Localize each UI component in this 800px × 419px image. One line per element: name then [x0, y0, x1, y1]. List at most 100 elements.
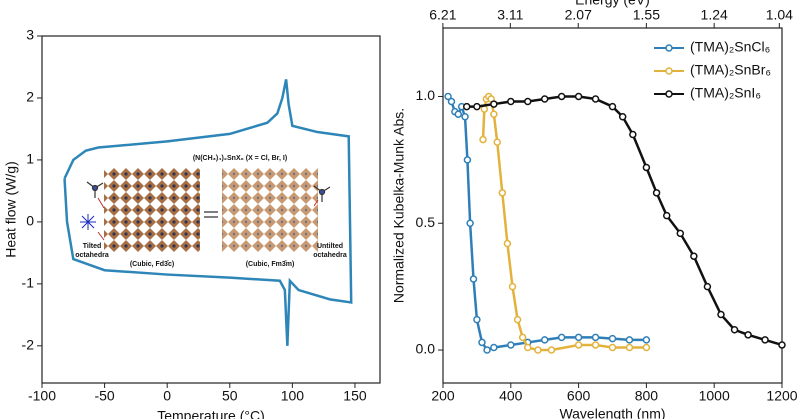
equilibrium-arrow [204, 211, 218, 218]
data-point [608, 102, 617, 111]
data-point [730, 326, 739, 334]
data-point [703, 282, 712, 291]
data-point [466, 219, 474, 227]
data-point [717, 310, 725, 319]
y-tick-label: 1 [26, 151, 34, 167]
data-point [547, 346, 556, 354]
data-point [608, 343, 617, 352]
legend-marker [665, 67, 673, 75]
x-tick-label: -100 [28, 388, 56, 404]
annotation: (Cubic, Fd3̄c) [130, 260, 174, 268]
x2-tick-label: 1.55 [633, 7, 660, 23]
x-tick-label: 50 [222, 388, 238, 404]
x-tick-label: 0 [163, 388, 171, 404]
data-point [498, 189, 507, 197]
data-point [625, 343, 634, 352]
data-point [534, 346, 542, 354]
data-point [507, 341, 515, 349]
data-point [513, 315, 522, 324]
x-tick-label: 800 [635, 388, 659, 404]
legend-label: (TMA)₂SnBr₆ [690, 62, 771, 78]
x-axis-title: Temperature (°C) [157, 408, 265, 419]
data-point [507, 97, 515, 106]
y-tick-label: -2 [22, 337, 35, 353]
x-tick-label: 200 [431, 388, 455, 404]
data-point [642, 343, 651, 352]
y-tick-label: 3 [26, 27, 34, 43]
data-point [463, 156, 472, 164]
data-point [490, 100, 498, 108]
untilted-lattice [222, 168, 318, 252]
tilted-lattice [104, 168, 200, 252]
data-point [676, 229, 685, 238]
data-point [625, 336, 634, 344]
data-point [557, 92, 566, 101]
x2-tick-label: 3.11 [497, 7, 523, 23]
x2-tick-label: 6.21 [429, 7, 456, 23]
data-point [618, 113, 627, 121]
x-tick-label: 150 [343, 388, 367, 404]
x-tick-label: 400 [499, 388, 523, 404]
plot-frame [41, 35, 381, 384]
y-tick-label: 2 [26, 89, 34, 105]
x2-tick-label: 2.07 [565, 7, 592, 23]
pointer-lines [97, 197, 319, 241]
y-axis-title: Heat flow (W/g) [3, 161, 19, 257]
data-point [690, 252, 698, 260]
data-point [608, 334, 617, 343]
data-point [478, 338, 486, 347]
data-point [461, 113, 469, 121]
data-point [483, 346, 491, 354]
series-line [447, 95, 647, 352]
x-tick-label: 100 [281, 388, 305, 404]
data-point [629, 130, 637, 139]
legend-label: (TMA)₂SnI₆ [690, 85, 761, 101]
annotation: octahedra [75, 252, 109, 259]
data-point [540, 95, 549, 103]
data-point [778, 341, 786, 349]
molecule-right [313, 185, 331, 202]
series-line [63, 79, 353, 346]
data-point [524, 343, 532, 352]
y-tick-label: -1 [22, 275, 35, 291]
data-point [652, 189, 661, 197]
legend-label: (TMA)₂SnCl₆ [690, 39, 770, 55]
molecule-left [86, 181, 104, 198]
data-point [557, 333, 566, 342]
y-tick-label: 0 [26, 213, 34, 229]
x-tick-label: 1000 [699, 388, 730, 404]
data-point [469, 275, 478, 283]
legend-marker [665, 90, 673, 98]
x-axis-title: Wavelength (nm) [559, 406, 665, 419]
data-point [524, 97, 532, 106]
data-point [642, 163, 651, 172]
data-point [591, 333, 600, 342]
data-point [490, 343, 498, 352]
x-tick-label: -50 [94, 388, 114, 404]
x2-tick-label: 1.24 [701, 7, 728, 23]
data-point [642, 336, 651, 344]
series-line [481, 94, 647, 352]
data-point [591, 341, 600, 349]
data-point [503, 239, 512, 248]
y-tick-label: 0.5 [416, 214, 436, 230]
data-point [490, 110, 498, 118]
plot-frame [442, 27, 783, 384]
data-point [454, 110, 463, 118]
data-point [447, 97, 456, 106]
x2-tick-label: 1.04 [766, 7, 793, 23]
annotation: Untilted [317, 243, 343, 250]
x-tick-label: 600 [567, 388, 591, 404]
x-tick-label: 1200 [766, 388, 797, 404]
data-point [574, 92, 583, 101]
data-point [493, 138, 501, 146]
series-line [466, 95, 783, 347]
data-point [479, 135, 487, 144]
data-point [462, 102, 471, 111]
data-point [662, 211, 671, 220]
data-point [761, 336, 769, 344]
y-tick-label: 0.0 [416, 341, 436, 357]
annotation: octahedra [313, 252, 347, 259]
y-axis-title: Normalized Kubelka-Munk Abs. [391, 108, 407, 303]
